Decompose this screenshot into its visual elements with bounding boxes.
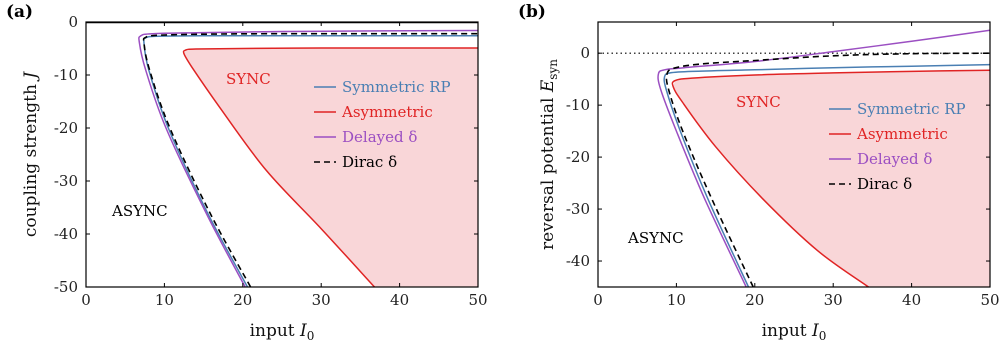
plot-frame <box>597 21 991 288</box>
y-tick-label: -10 <box>54 66 78 84</box>
x-tick-label: 0 <box>81 291 91 309</box>
x-tick-label: 40 <box>390 291 409 309</box>
y-tick-label: -40 <box>566 252 590 270</box>
x-tick-label: 10 <box>155 291 174 309</box>
x-tick-label: 30 <box>824 291 843 309</box>
x-axis-label-text: input <box>250 321 300 341</box>
series-line-asymmetric <box>671 69 990 287</box>
x-tick-label: 20 <box>233 291 252 309</box>
y-axis-label-text: reversal potential <box>538 92 558 250</box>
sync-region-label: SYNC <box>226 70 271 88</box>
plot-area <box>598 29 990 287</box>
plot-area <box>86 22 478 287</box>
legend-label-asymmetric: Asymmetric <box>341 103 433 121</box>
sync-region <box>184 48 478 287</box>
x-axis-label: input I0 <box>250 321 315 343</box>
y-tick-label: -40 <box>54 225 78 243</box>
y-axis-label: reversal potential Esyn <box>538 59 560 250</box>
x-tick-label: 50 <box>980 291 999 309</box>
y-axis-label-var: E <box>538 79 558 93</box>
x-tick-label: 0 <box>593 291 603 309</box>
x-tick-label: 40 <box>902 291 921 309</box>
legend-label-dirac: Dirac δ <box>857 175 912 193</box>
x-tick-label: 30 <box>312 291 331 309</box>
legend-label-asymmetric: Asymmetric <box>856 125 948 143</box>
y-axis-label-subscript: syn <box>546 59 560 80</box>
series-line-asymmetric <box>182 47 478 287</box>
legend-label-delayed: Delayed δ <box>857 150 932 168</box>
y-tick-label: -20 <box>566 148 590 166</box>
series-line-delayed <box>138 29 478 287</box>
y-tick-label: -30 <box>566 200 590 218</box>
y-tick-label: -10 <box>566 96 590 114</box>
x-axis-label-text: input <box>762 321 812 341</box>
x-axis-label-var: I <box>811 321 819 341</box>
panel-label: (a) <box>6 2 33 22</box>
x-tick-label: 20 <box>745 291 764 309</box>
legend: Symmetric RP Asymmetric Delayed δ Dirac δ <box>829 100 966 193</box>
y-axis-label-text: coupling strength <box>21 79 41 237</box>
y-axis-label-var: J <box>21 71 41 82</box>
y-tick-label: -30 <box>54 172 78 190</box>
x-axis-label-subscript: 0 <box>819 329 827 343</box>
x-axis-label-var: I <box>299 321 307 341</box>
series-line-symmetric <box>663 63 990 287</box>
plot-frame <box>85 21 479 288</box>
async-region-label: ASYNC <box>627 229 684 247</box>
x-tick-label: 50 <box>468 291 487 309</box>
sync-region <box>673 70 990 287</box>
y-tick-label: -20 <box>54 119 78 137</box>
y-axis-label: coupling strength J <box>21 71 41 237</box>
series-line-dirac <box>665 52 990 287</box>
series-line-delayed <box>657 29 990 287</box>
legend-label-symmetric: Symmetric RP <box>342 78 451 96</box>
legend-label-dirac: Dirac δ <box>342 153 397 171</box>
x-tick-label: 10 <box>667 291 686 309</box>
series-line-dirac <box>142 32 478 287</box>
x-axis-label-subscript: 0 <box>307 329 315 343</box>
legend-label-delayed: Delayed δ <box>342 128 417 146</box>
sync-region-label: SYNC <box>736 93 781 111</box>
panel-label: (b) <box>518 2 546 22</box>
y-tick-label: 0 <box>580 44 590 62</box>
y-tick-label: -50 <box>54 278 78 296</box>
async-region-label: ASYNC <box>111 202 168 220</box>
legend: Symmetric RP Asymmetric Delayed δ Dirac δ <box>314 78 451 171</box>
y-tick-label: 0 <box>68 13 78 31</box>
x-axis-label: input I0 <box>762 321 827 343</box>
legend-label-symmetric: Symmetric RP <box>857 100 966 118</box>
